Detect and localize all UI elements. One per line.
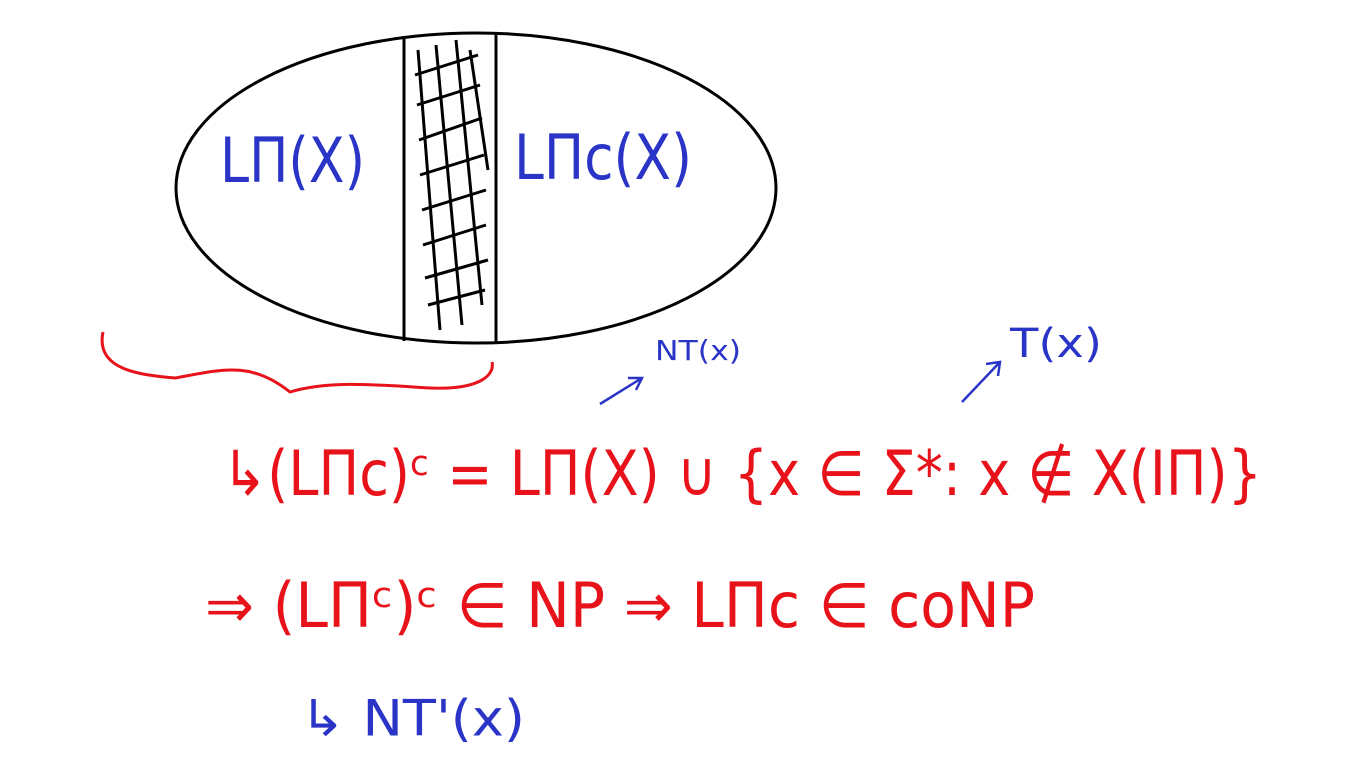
annotation-nt-prime: ↳ NT'(x) (300, 690, 525, 748)
annotation-t: T(x) (1009, 321, 1102, 367)
brace (100, 331, 494, 394)
arrow-t (961, 360, 1002, 403)
region-right-label: LΠc(X) (514, 121, 692, 194)
set-ellipse (174, 31, 778, 345)
equation-2: ⇒ (LΠᶜ)ᶜ ∈ NP ⇒ LΠc ∈ coNP (205, 569, 1035, 642)
equation-1: ↳(LΠc)ᶜ = LΠ(X) ∪ {x ∈ Σ*: x ∉ X(IΠ)} (222, 437, 1262, 510)
region-left-label: LΠ(X) (220, 124, 365, 197)
hatching (414, 39, 490, 331)
arrow-nt (599, 376, 645, 406)
annotation-nt: NT(x) (655, 334, 741, 367)
